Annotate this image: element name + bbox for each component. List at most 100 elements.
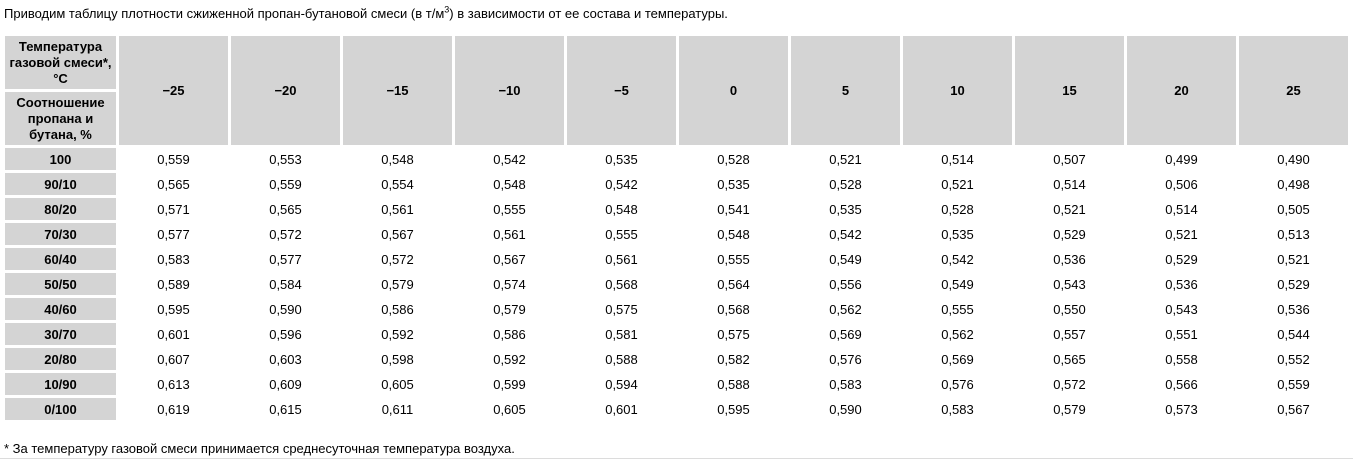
table-row: 30/70 0,601 0,596 0,592 0,586 0,581 0,575 0,569…: [5, 323, 1348, 345]
density-value-cell: 0,557: [1015, 323, 1124, 345]
density-value-cell: 0,555: [903, 298, 1012, 320]
density-value-cell: 0,556: [791, 273, 900, 295]
density-value-cell: 0,550: [1015, 298, 1124, 320]
column-header-temp: 25: [1239, 36, 1348, 145]
density-value-cell: 0,576: [791, 348, 900, 370]
density-value-cell: 0,543: [1127, 298, 1236, 320]
density-value-cell: 0,565: [1015, 348, 1124, 370]
density-value-cell: 0,601: [119, 323, 228, 345]
density-value-cell: 0,541: [679, 198, 788, 220]
density-value-cell: 0,513: [1239, 223, 1348, 245]
density-value-cell: 0,599: [455, 373, 564, 395]
table-row: 60/40 0,583 0,577 0,572 0,567 0,561 0,555 0,549…: [5, 248, 1348, 270]
density-value-cell: 0,579: [343, 273, 452, 295]
density-value-cell: 0,566: [1127, 373, 1236, 395]
density-value-cell: 0,528: [679, 148, 788, 170]
density-value-cell: 0,590: [231, 298, 340, 320]
intro-text-after-sup: ) в зависимости от ее состава и температ…: [449, 6, 728, 21]
density-value-cell: 0,572: [343, 248, 452, 270]
density-value-cell: 0,549: [791, 248, 900, 270]
row-label-ratio: 90/10: [5, 173, 116, 195]
density-value-cell: 0,521: [791, 148, 900, 170]
density-value-cell: 0,613: [119, 373, 228, 395]
density-value-cell: 0,573: [1127, 398, 1236, 420]
density-value-cell: 0,586: [455, 323, 564, 345]
table-row: 50/50 0,589 0,584 0,579 0,574 0,568 0,564 0,556…: [5, 273, 1348, 295]
column-header-temp: 15: [1015, 36, 1124, 145]
density-value-cell: 0,552: [1239, 348, 1348, 370]
density-value-cell: 0,592: [343, 323, 452, 345]
density-value-cell: 0,579: [455, 298, 564, 320]
density-value-cell: 0,528: [791, 173, 900, 195]
density-value-cell: 0,521: [1239, 248, 1348, 270]
density-value-cell: 0,583: [791, 373, 900, 395]
density-value-cell: 0,553: [231, 148, 340, 170]
column-header-temp: 20: [1127, 36, 1236, 145]
density-value-cell: 0,584: [231, 273, 340, 295]
density-value-cell: 0,535: [567, 148, 676, 170]
density-value-cell: 0,572: [1015, 373, 1124, 395]
density-value-cell: 0,607: [119, 348, 228, 370]
density-value-cell: 0,529: [1015, 223, 1124, 245]
density-value-cell: 0,577: [119, 223, 228, 245]
density-value-cell: 0,594: [567, 373, 676, 395]
density-value-cell: 0,572: [231, 223, 340, 245]
density-value-cell: 0,535: [791, 198, 900, 220]
density-value-cell: 0,542: [455, 148, 564, 170]
density-value-cell: 0,555: [455, 198, 564, 220]
row-label-ratio: 10/90: [5, 373, 116, 395]
density-value-cell: 0,615: [231, 398, 340, 420]
column-header-temp: −25: [119, 36, 228, 145]
density-value-cell: 0,548: [343, 148, 452, 170]
table-row: 20/80 0,607 0,603 0,598 0,592 0,588 0,582 0,576…: [5, 348, 1348, 370]
density-value-cell: 0,554: [343, 173, 452, 195]
density-value-cell: 0,561: [567, 248, 676, 270]
density-value-cell: 0,528: [903, 198, 1012, 220]
density-value-cell: 0,542: [791, 223, 900, 245]
ratio-header-cell: Соотношение пропана и бутана, %: [5, 92, 116, 145]
density-value-cell: 0,592: [455, 348, 564, 370]
density-value-cell: 0,548: [455, 173, 564, 195]
density-value-cell: 0,579: [1015, 398, 1124, 420]
density-value-cell: 0,536: [1127, 273, 1236, 295]
density-value-cell: 0,543: [1015, 273, 1124, 295]
density-value-cell: 0,583: [903, 398, 1012, 420]
density-value-cell: 0,521: [903, 173, 1012, 195]
row-label-ratio: 50/50: [5, 273, 116, 295]
density-value-cell: 0,548: [567, 198, 676, 220]
density-value-cell: 0,562: [903, 323, 1012, 345]
row-label-ratio: 70/30: [5, 223, 116, 245]
density-value-cell: 0,507: [1015, 148, 1124, 170]
density-value-cell: 0,555: [679, 248, 788, 270]
table-row: 70/30 0,577 0,572 0,567 0,561 0,555 0,548 0,542…: [5, 223, 1348, 245]
density-value-cell: 0,582: [679, 348, 788, 370]
column-header-temp: 5: [791, 36, 900, 145]
density-value-cell: 0,559: [1239, 373, 1348, 395]
density-value-cell: 0,605: [455, 398, 564, 420]
density-value-cell: 0,536: [1239, 298, 1348, 320]
density-table-header: Температура газовой смеси*, °С −25 −20 −15…: [5, 36, 1348, 145]
density-value-cell: 0,551: [1127, 323, 1236, 345]
density-value-cell: 0,559: [231, 173, 340, 195]
table-row: 10/90 0,613 0,609 0,605 0,599 0,594 0,588 0,583…: [5, 373, 1348, 395]
intro-text-before-sup: Приводим таблицу плотности сжиженной про…: [4, 6, 445, 21]
density-value-cell: 0,575: [679, 323, 788, 345]
density-value-cell: 0,521: [1015, 198, 1124, 220]
table-row: 0/100 0,619 0,615 0,611 0,605 0,601 0,595 0,590…: [5, 398, 1348, 420]
density-value-cell: 0,499: [1127, 148, 1236, 170]
density-value-cell: 0,514: [1127, 198, 1236, 220]
density-value-cell: 0,514: [1015, 173, 1124, 195]
density-value-cell: 0,536: [1015, 248, 1124, 270]
density-value-cell: 0,559: [119, 148, 228, 170]
density-value-cell: 0,529: [1239, 273, 1348, 295]
density-value-cell: 0,609: [231, 373, 340, 395]
density-value-cell: 0,544: [1239, 323, 1348, 345]
density-value-cell: 0,555: [567, 223, 676, 245]
column-header-temp: −5: [567, 36, 676, 145]
density-table: Температура газовой смеси*, °С −25 −20 −15…: [2, 33, 1351, 423]
density-value-cell: 0,562: [791, 298, 900, 320]
column-header-temp: −15: [343, 36, 452, 145]
density-value-cell: 0,575: [567, 298, 676, 320]
density-value-cell: 0,583: [119, 248, 228, 270]
